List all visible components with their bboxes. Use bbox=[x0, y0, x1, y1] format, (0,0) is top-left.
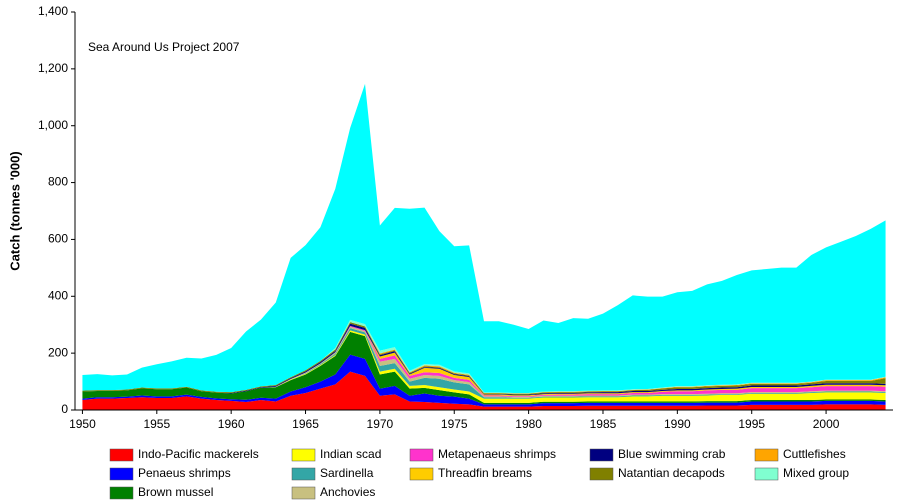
y-tick-label: 0 bbox=[61, 402, 68, 416]
legend-swatch bbox=[589, 467, 614, 481]
x-tick-label: 2000 bbox=[813, 417, 840, 431]
annotation: Sea Around Us Project 2007 bbox=[88, 40, 240, 54]
area bbox=[82, 371, 886, 410]
legend-swatch bbox=[291, 448, 316, 462]
legend-swatch bbox=[589, 448, 614, 462]
legend-swatch bbox=[409, 448, 434, 462]
x-tick-label: 1985 bbox=[590, 417, 617, 431]
x-tick-label: 1990 bbox=[664, 417, 691, 431]
legend-swatch bbox=[109, 448, 134, 462]
y-tick-label: 1,200 bbox=[38, 61, 68, 75]
legend-swatch bbox=[109, 486, 134, 500]
x-tick-label: 1980 bbox=[515, 417, 542, 431]
legend-label: Cuttlefishes bbox=[783, 447, 846, 461]
legend-swatch bbox=[409, 467, 434, 481]
y-tick-label: 1,400 bbox=[38, 4, 68, 18]
y-tick-label: 800 bbox=[48, 175, 68, 189]
legend-label: Indo-Pacific mackerels bbox=[138, 447, 259, 461]
legend-label: Blue swimming crab bbox=[618, 447, 726, 461]
area bbox=[82, 330, 886, 403]
x-tick-label: 1995 bbox=[738, 417, 765, 431]
y-axis-label: Catch (tonnes '000) bbox=[7, 151, 22, 270]
x-tick-label: 1955 bbox=[143, 417, 170, 431]
legend-label: Sardinella bbox=[320, 466, 374, 480]
legend-swatch bbox=[291, 467, 316, 481]
y-tick-label: 600 bbox=[48, 232, 68, 246]
x-tick-label: 1970 bbox=[367, 417, 394, 431]
legend-swatch bbox=[109, 467, 134, 481]
y-tick-label: 200 bbox=[48, 345, 68, 359]
area bbox=[82, 331, 886, 405]
legend-label: Mixed group bbox=[783, 466, 849, 480]
x-tick-label: 1975 bbox=[441, 417, 468, 431]
legend-label: Natantian decapods bbox=[618, 466, 725, 480]
x-tick-label: 1965 bbox=[292, 417, 319, 431]
legend-label: Penaeus shrimps bbox=[138, 466, 231, 480]
area bbox=[82, 83, 886, 393]
x-tick-label: 1960 bbox=[218, 417, 245, 431]
legend-label: Anchovies bbox=[320, 485, 375, 499]
legend-label: Indian scad bbox=[320, 447, 381, 461]
legend-label: Threadfin breams bbox=[438, 466, 532, 480]
x-tick-label: 1950 bbox=[69, 417, 96, 431]
y-tick-label: 1,000 bbox=[38, 118, 68, 132]
legend-swatch bbox=[291, 486, 316, 500]
legend-swatch bbox=[754, 448, 779, 462]
legend-label: Brown mussel bbox=[138, 485, 213, 499]
legend-label: Metapenaeus shrimps bbox=[438, 447, 556, 461]
y-tick-label: 400 bbox=[48, 288, 68, 302]
area bbox=[82, 325, 886, 397]
legend-swatch bbox=[754, 467, 779, 481]
